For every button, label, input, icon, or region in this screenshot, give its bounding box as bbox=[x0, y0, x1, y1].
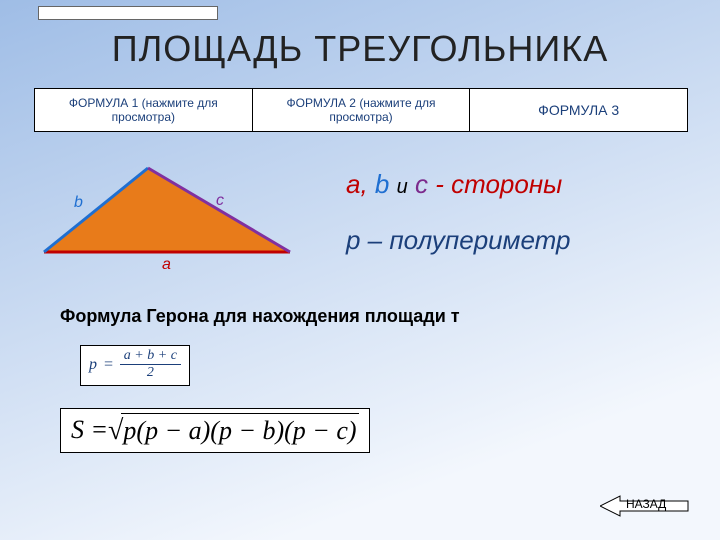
heron-title: Формула Герона для нахождения площади т bbox=[60, 305, 620, 328]
p-eq: = bbox=[103, 356, 114, 374]
p-formula-box: p = a + b + c 2 bbox=[80, 345, 190, 386]
p-denominator: 2 bbox=[143, 365, 158, 381]
legend-c: c bbox=[415, 169, 428, 199]
s-lhs: S = bbox=[71, 415, 108, 445]
tab-formula-3[interactable]: ФОРМУЛА 3 bbox=[470, 89, 687, 131]
legend-rest: - стороны bbox=[428, 169, 562, 199]
page-title: ПЛОЩАДЬ ТРЕУГОЛЬНИКА bbox=[0, 28, 720, 70]
label-a: a bbox=[162, 256, 171, 274]
legend-a: a, bbox=[346, 169, 368, 199]
p-lhs: p bbox=[89, 356, 97, 374]
s-formula-box: S = √ p(p − a)(p − b)(p − c) bbox=[60, 408, 370, 453]
sqrt-wrap: √ p(p − a)(p − b)(p − c) bbox=[108, 413, 359, 446]
triangle-diagram: b c a bbox=[38, 160, 298, 280]
label-b: b bbox=[74, 194, 83, 212]
label-c: c bbox=[216, 192, 224, 210]
slide: ПЛОЩАДЬ ТРЕУГОЛЬНИКА ФОРМУЛА 1 (нажмите … bbox=[0, 0, 720, 540]
back-button[interactable]: НАЗАД bbox=[600, 494, 690, 518]
sides-legend: a, b и c - стороны bbox=[346, 170, 676, 200]
p-legend: p – полупериметр bbox=[346, 225, 676, 256]
tab-formula-2[interactable]: ФОРМУЛА 2 (нажмите для просмотра) bbox=[253, 89, 471, 131]
back-label: НАЗАД bbox=[626, 497, 666, 511]
top-text-box bbox=[38, 6, 218, 20]
s-radicand: p(p − a)(p − b)(p − c) bbox=[121, 413, 358, 446]
radical-icon: √ bbox=[108, 415, 123, 448]
p-fraction: a + b + c 2 bbox=[120, 348, 181, 381]
p-numerator: a + b + c bbox=[120, 348, 181, 365]
legend-b: b bbox=[375, 169, 389, 199]
formula-tabs: ФОРМУЛА 1 (нажмите для просмотра) ФОРМУЛ… bbox=[34, 88, 688, 132]
tab-formula-1[interactable]: ФОРМУЛА 1 (нажмите для просмотра) bbox=[35, 89, 253, 131]
legend-and: и bbox=[397, 176, 408, 198]
